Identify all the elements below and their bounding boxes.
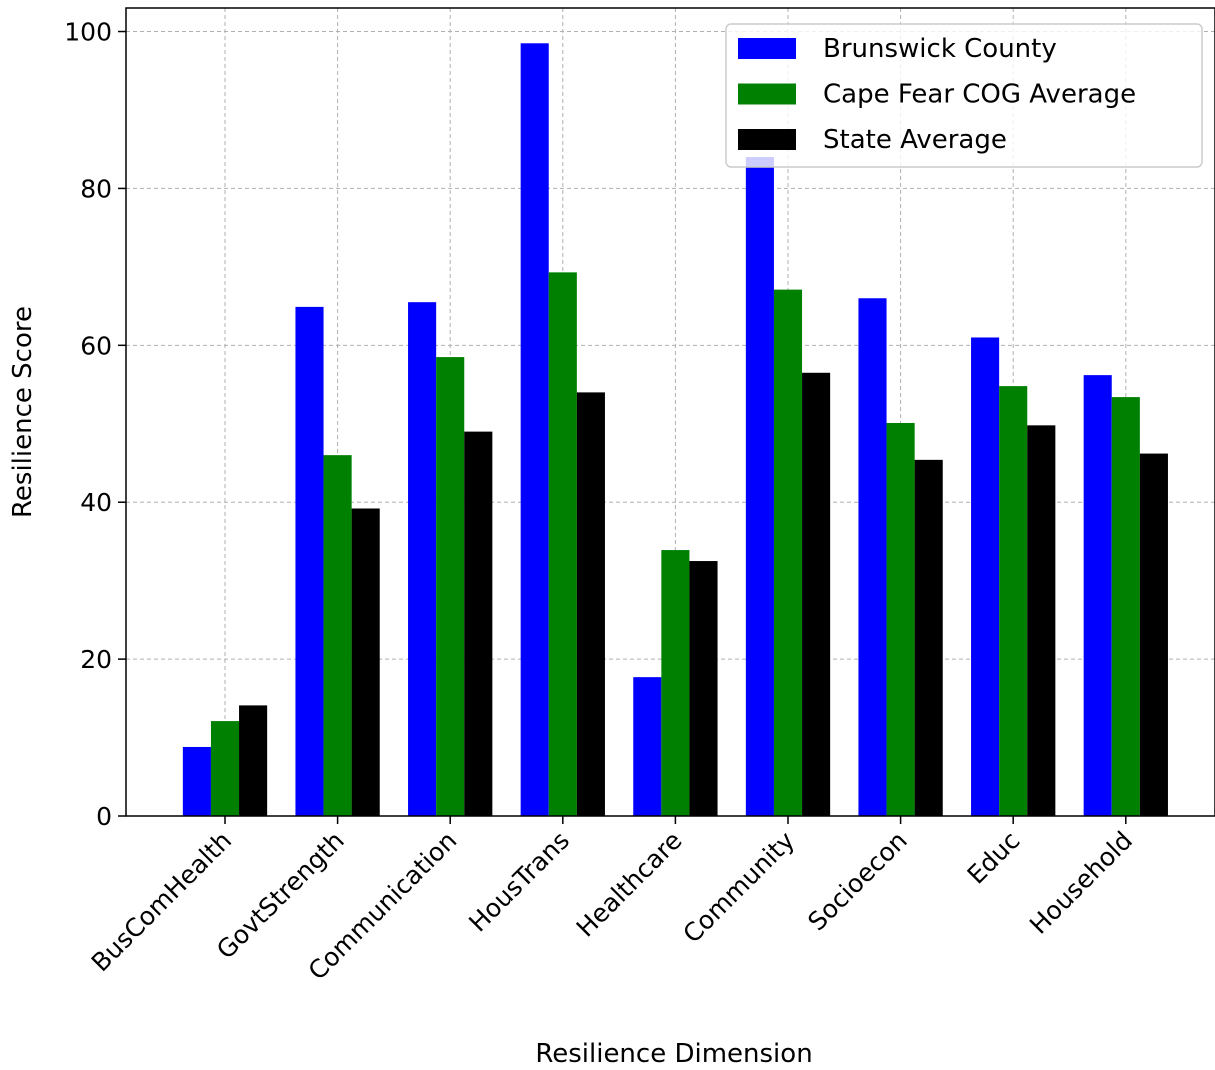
bar <box>886 422 915 816</box>
bar <box>661 550 690 816</box>
bars-group <box>182 43 1168 817</box>
x-tick-label: Community <box>677 826 800 949</box>
x-axis-label: Resilience Dimension <box>535 1039 812 1069</box>
y-tick-label: 0 <box>96 802 112 831</box>
bar <box>773 289 803 816</box>
legend-label: Cape Fear COG Average <box>823 80 1136 110</box>
bar <box>689 561 718 816</box>
bar <box>239 705 268 816</box>
legend-swatch <box>738 83 796 105</box>
y-tick-label: 100 <box>64 18 112 47</box>
bar <box>295 306 324 816</box>
bar <box>576 392 605 816</box>
bar <box>1139 453 1168 816</box>
legend-label: Brunswick County <box>823 34 1057 64</box>
bar <box>408 302 437 816</box>
legend-box <box>725 23 1203 168</box>
x-tick-label: Healthcare <box>571 826 688 943</box>
bar <box>858 298 887 816</box>
axes-group <box>125 7 1215 817</box>
bar <box>914 459 943 816</box>
bar <box>436 357 465 816</box>
y-tick-label: 20 <box>80 645 112 674</box>
y-tick-label: 80 <box>80 174 112 203</box>
y-tick-label: 60 <box>80 331 112 360</box>
bar <box>1083 375 1112 816</box>
x-tick-label: BusComHealth <box>86 826 237 977</box>
bar <box>1111 397 1140 816</box>
bar <box>210 721 240 816</box>
bar <box>633 677 662 816</box>
bar <box>182 746 211 816</box>
bar <box>1027 425 1056 816</box>
bar <box>520 43 549 817</box>
x-tick-label: Socioecon <box>802 826 913 937</box>
bar <box>464 431 493 816</box>
bar <box>971 337 1000 816</box>
bar <box>802 372 831 816</box>
plot-frame <box>125 7 1215 817</box>
x-tick-label: Educ <box>962 826 1026 890</box>
legend-swatch <box>738 129 796 150</box>
bar <box>999 386 1028 816</box>
bar <box>548 272 577 816</box>
bar <box>745 157 774 817</box>
x-tick-label: Household <box>1024 826 1138 940</box>
legend-label: State Average <box>823 125 1007 155</box>
x-tick-label: HousTrans <box>463 826 575 938</box>
bar <box>351 508 380 816</box>
y-axis-label: Resilience Score <box>8 306 38 518</box>
legend: Brunswick County Cape Fear COG Average Sta… <box>725 23 1203 168</box>
bar <box>323 455 352 816</box>
legend-swatch <box>738 38 796 59</box>
y-tick-label: 40 <box>80 488 112 517</box>
